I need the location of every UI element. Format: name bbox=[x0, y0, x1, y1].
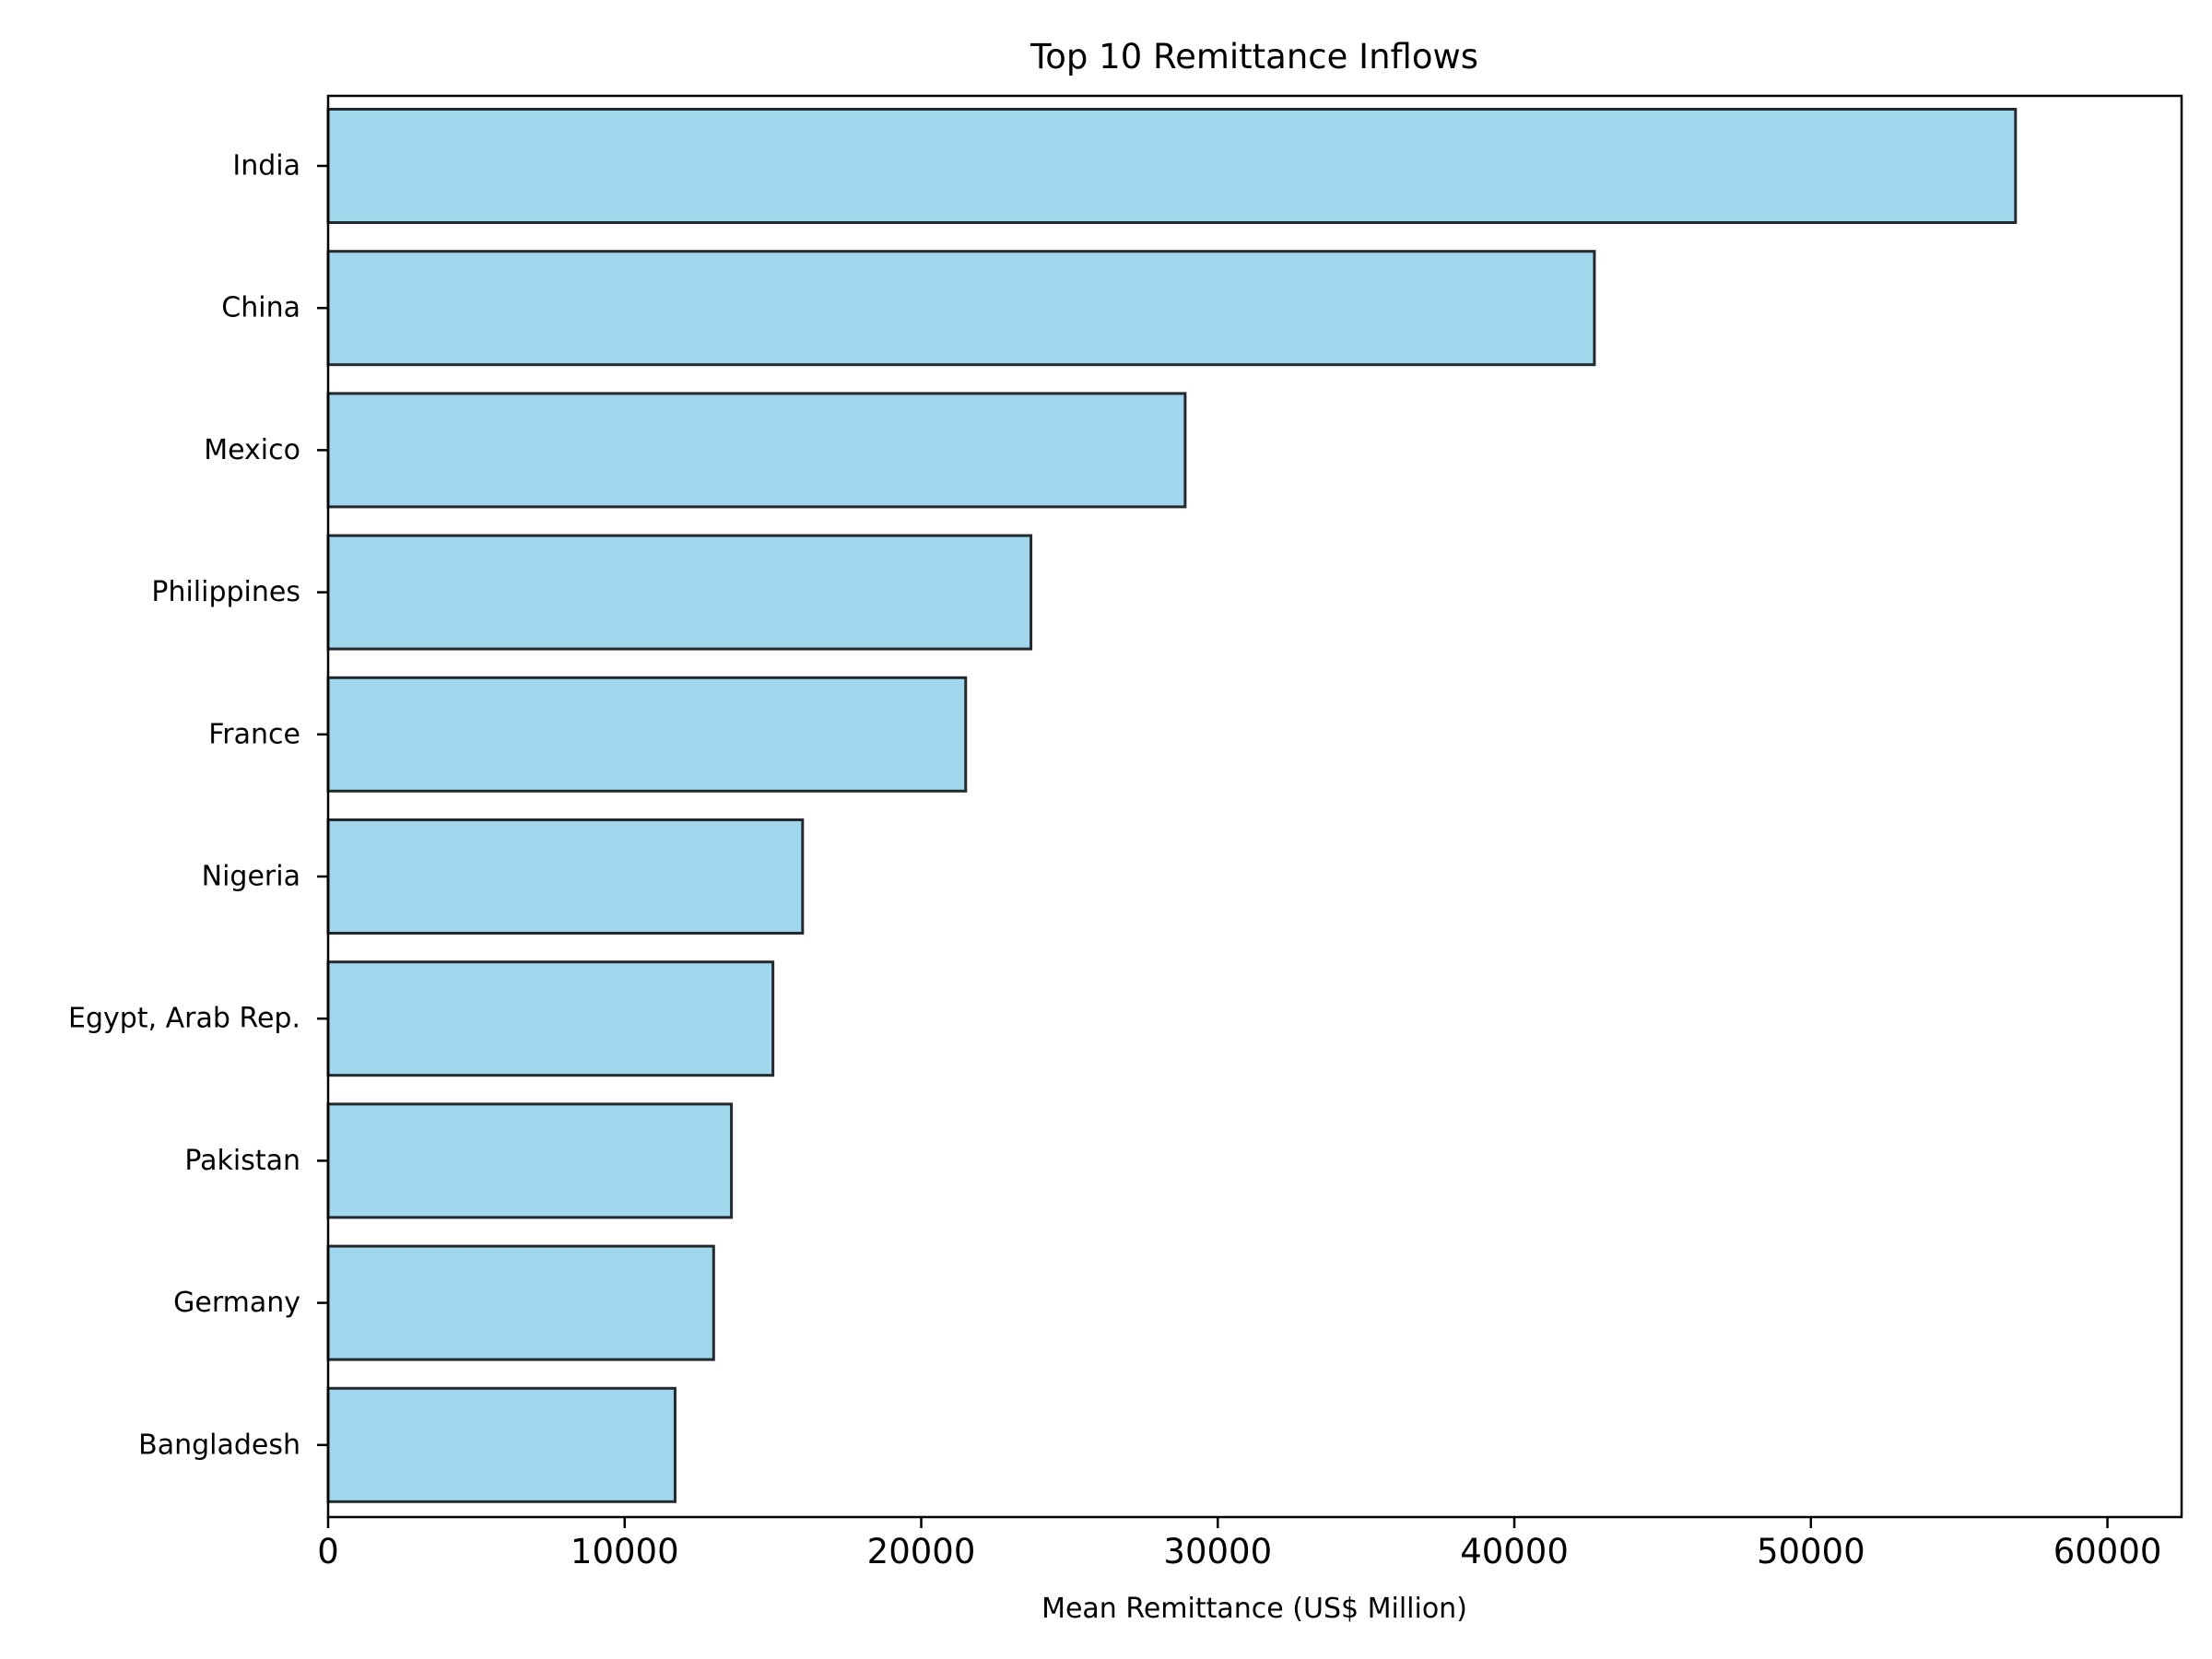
y-axis: India China Mexico Philippines France Nigeria… bbox=[68, 150, 328, 1461]
x-tick-label-60000: 60000 bbox=[2053, 1532, 2162, 1571]
bar-france bbox=[326, 676, 968, 793]
y-tick-label-bangladesh: Bangladesh bbox=[138, 1429, 300, 1461]
y-tick-label-india: India bbox=[232, 150, 300, 182]
x-axis-label: Mean Remittance (US$ Million) bbox=[1041, 1593, 1467, 1625]
y-tick-label-mexico: Mexico bbox=[204, 434, 300, 466]
x-tick-label-10000: 10000 bbox=[571, 1532, 679, 1571]
y-tick-label-germany: Germany bbox=[173, 1287, 300, 1319]
x-tick-label-50000: 50000 bbox=[1757, 1532, 1865, 1571]
bar-nigeria bbox=[326, 818, 805, 935]
bar-china bbox=[326, 250, 1596, 367]
chart-title: Top 10 Remittance Inflows bbox=[1030, 37, 1478, 76]
bar-germany bbox=[326, 1244, 715, 1361]
x-tick-label-20000: 20000 bbox=[867, 1532, 976, 1571]
y-tick-label-china: China bbox=[221, 292, 300, 324]
y-tick-label-pakistan: Pakistan bbox=[184, 1145, 300, 1177]
bars-layer bbox=[326, 108, 2018, 1503]
bar-pakistan bbox=[326, 1102, 734, 1219]
y-tick-label-france: France bbox=[208, 718, 300, 750]
x-tick-label-0: 0 bbox=[317, 1532, 339, 1571]
x-tick-label-40000: 40000 bbox=[1460, 1532, 1569, 1571]
bar-philippines bbox=[326, 534, 1033, 651]
bar-egypt-arab-rep bbox=[326, 960, 775, 1077]
x-axis: 0 10000 20000 30000 40000 50000 60000 bbox=[317, 1517, 2161, 1571]
bar-india bbox=[326, 108, 2018, 224]
x-tick-label-30000: 30000 bbox=[1163, 1532, 1272, 1571]
y-tick-label-philippines: Philippines bbox=[151, 576, 300, 608]
y-tick-label-nigeria: Nigeria bbox=[202, 861, 300, 893]
bar-mexico bbox=[326, 392, 1187, 509]
plot-frame bbox=[326, 94, 2183, 1519]
y-tick-label-egypt-arab-rep: Egypt, Arab Rep. bbox=[68, 1003, 300, 1035]
bar-bangladesh bbox=[326, 1386, 677, 1503]
